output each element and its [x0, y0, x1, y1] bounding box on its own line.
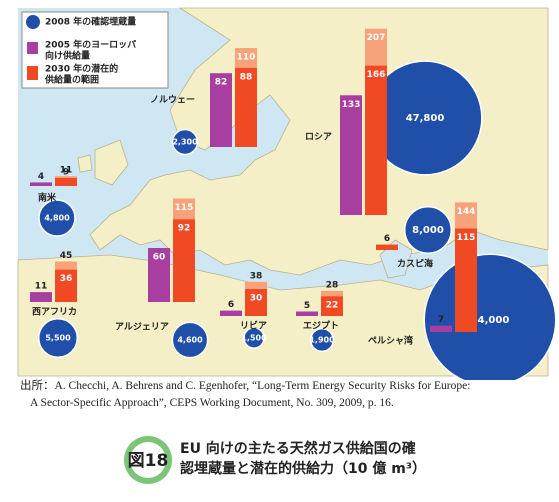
bar-2030-high [321, 290, 343, 297]
bar-2030-low [455, 228, 477, 332]
bar-2030-high [55, 261, 77, 270]
bar-label: 5 [304, 301, 310, 311]
region-label: 南米 [38, 192, 57, 204]
figure-badge-inner [130, 442, 166, 478]
bar-label: 82 [215, 78, 228, 88]
bar-label: 115 [175, 203, 194, 213]
reserve-circle [171, 321, 209, 359]
bar-2005 [210, 73, 232, 147]
region-label: ロシア [305, 132, 332, 143]
bar-label: 11 [35, 282, 48, 292]
bar-label: 38 [250, 271, 263, 281]
source: 出所：A. Checchi, A. Behrens and C. Egenhof… [20, 378, 550, 412]
reserve-circle [309, 327, 335, 353]
reserve-label: 4,800 [44, 214, 70, 223]
reserve-circle [37, 317, 79, 359]
reserve-label: 5,500 [45, 334, 71, 343]
bar-2030-low [55, 269, 77, 302]
bar-2030-low [245, 289, 267, 316]
bar-2005 [340, 95, 362, 215]
bar-2005 [430, 325, 452, 332]
legend-swatch [27, 66, 38, 80]
bar-label: 7 [438, 315, 444, 325]
region-label: ペルシャ湾 [368, 335, 413, 347]
bar-2005 [296, 311, 318, 316]
reserve-label: 1,500 [241, 334, 267, 343]
bar-2005 [30, 292, 52, 302]
legend-label: 2008 年の確認埋蔵量 [45, 16, 136, 28]
region-label: 西アフリカ [32, 307, 77, 318]
source-line: A Sector-Specific Approach”, CEPS Workin… [30, 397, 394, 409]
bar-label: 6 [384, 234, 390, 244]
bar-label: 9 [63, 167, 69, 177]
bar-2030-high [365, 28, 387, 66]
bar-2030-low [376, 244, 398, 250]
bar-2030-low [55, 177, 77, 186]
legend-label: 2005 年のヨーロッパ [45, 39, 136, 51]
bar-2030-low [321, 296, 343, 316]
reserve-label: 47,800 [406, 113, 445, 124]
bar-label: 88 [240, 72, 253, 82]
bar-2030-high [55, 176, 77, 178]
bar-2005 [30, 182, 52, 186]
bar-label: 144 [457, 207, 476, 217]
figure-number: 図18 [128, 451, 169, 471]
legend-label: 供給量の範囲 [44, 74, 99, 86]
reserve-circle [38, 199, 76, 237]
reserve-circle [243, 327, 265, 349]
figure-caption: 図18 EU 向けの主たる天然ガス供給国の確 認埋蔵量と潜在的供給力（10 億 … [124, 436, 426, 484]
bar-label: 4 [38, 172, 44, 182]
bar-label: 92 [178, 224, 191, 234]
source-line: 出所：A. Checchi, A. Behrens and C. Egenhof… [20, 380, 471, 392]
bar-label: 115 [457, 233, 476, 243]
legend-swatch [26, 15, 40, 29]
bar-2030-high [173, 198, 195, 220]
bar-2030-low [365, 65, 387, 215]
bar-label: 207 [367, 33, 386, 43]
legend-box [21, 11, 169, 89]
bar-label: 30 [250, 294, 263, 304]
bar-2030-high [235, 48, 257, 68]
region-label: カスピ海 [397, 258, 433, 270]
region-label: リビア [240, 320, 267, 332]
bar-2030-low [173, 219, 195, 302]
bar-label: 6 [228, 300, 234, 310]
bar-label: 133 [342, 100, 361, 110]
bar-label: 11 [60, 166, 73, 176]
bar-2030-high [455, 202, 477, 229]
reserve-circle [403, 205, 453, 255]
bar-label: 28 [326, 280, 339, 290]
bar-2030-low [235, 67, 257, 147]
figure-title: 認埋蔵量と潜在的供給力（10 億 m³） [180, 460, 426, 477]
legend-swatch [27, 42, 38, 54]
bar-label: 36 [60, 274, 73, 284]
bar-2005 [220, 310, 242, 316]
reserve-label: 4,600 [177, 336, 203, 345]
bar-label: 60 [153, 253, 166, 263]
figure-title: EU 向けの主たる天然ガス供給国の確 [180, 440, 416, 457]
legend-label: 2030 年の潜在的 [45, 63, 118, 75]
bar-label: 110 [237, 53, 256, 63]
bar-label: 22 [326, 301, 339, 311]
region-label: アルジェリア [115, 322, 169, 333]
legend-label: 向け供給量 [45, 50, 90, 62]
region-label: ノルウェー [150, 95, 195, 106]
bar-label: 45 [60, 251, 73, 261]
bar-label: 166 [367, 70, 386, 80]
bar-2005 [148, 248, 170, 302]
bar-2030-high [245, 281, 267, 289]
reserve-label: 64,000 [471, 315, 510, 326]
region-label: エジプト [303, 320, 339, 332]
reserve-label: 1,900 [309, 336, 335, 345]
reserve-label: 8,000 [412, 225, 444, 236]
reserve-circle [171, 128, 199, 156]
reserve-label: 2,300 [172, 138, 198, 147]
